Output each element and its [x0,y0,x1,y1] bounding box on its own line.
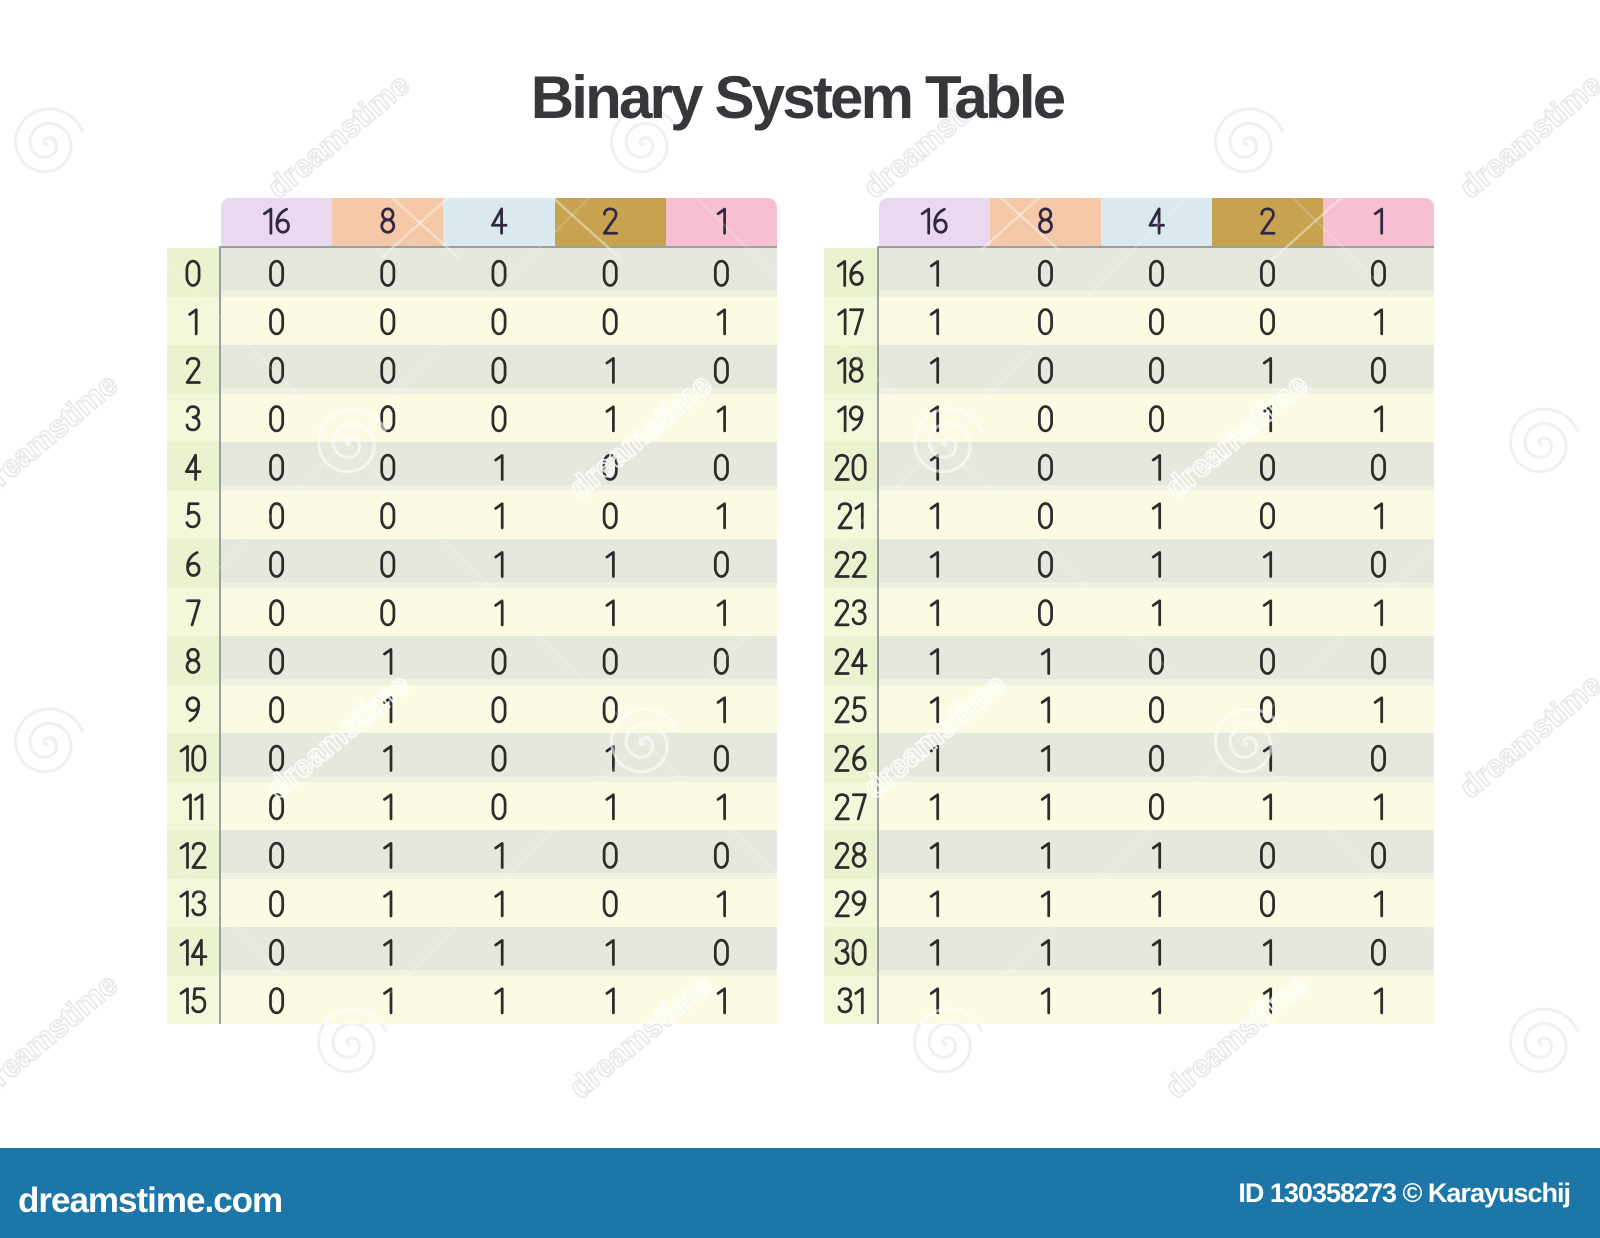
svg-text:dreamstime: dreamstime [1158,967,1314,1106]
svg-text:dreamstime: dreamstime [562,967,718,1106]
svg-text:dreamstime: dreamstime [856,667,1012,806]
svg-text:dreamstime: dreamstime [562,367,718,506]
svg-text:dreamstime: dreamstime [1452,667,1600,806]
svg-text:dreamstime: dreamstime [0,367,124,506]
svg-text:dreamstime: dreamstime [260,667,416,806]
svg-text:dreamstime: dreamstime [0,967,124,1106]
svg-text:dreamstime: dreamstime [856,67,1012,206]
svg-text:dreamstime: dreamstime [1158,367,1314,506]
svg-text:dreamstime: dreamstime [260,67,416,206]
svg-text:dreamstime: dreamstime [1452,67,1600,206]
